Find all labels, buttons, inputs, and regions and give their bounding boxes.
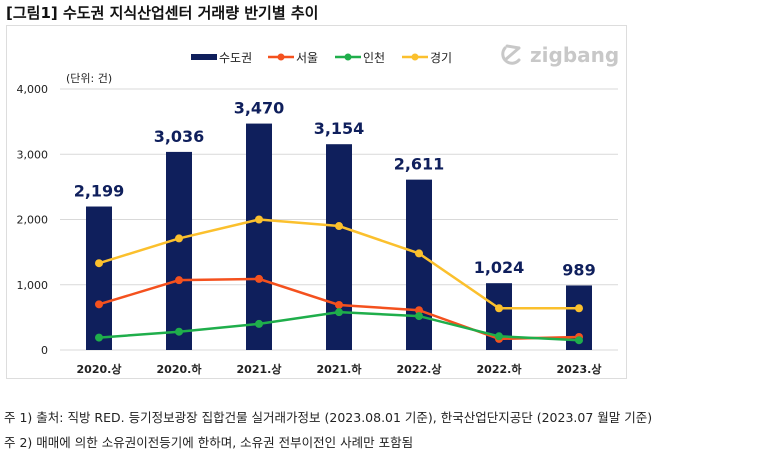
unit-label: (단위: 건)	[66, 72, 112, 85]
chart-frame	[6, 25, 627, 379]
x-tick-label: 2020.상	[77, 362, 122, 376]
legend-swatch-marker	[277, 53, 285, 61]
note-2: 주 2) 매매에 의한 소유권이전등기에 한하며, 소유권 전부이전인 사례만 …	[4, 435, 414, 450]
line-point	[255, 215, 263, 224]
bar	[326, 144, 352, 350]
zigbang-logo-icon	[501, 44, 521, 65]
legend-label: 수도권	[219, 51, 252, 65]
line-point	[575, 304, 583, 313]
y-tick-label: 0	[41, 344, 48, 357]
bar-value-label: 989	[562, 260, 595, 279]
bar-value-label: 2,199	[74, 182, 125, 201]
line-point	[415, 306, 423, 315]
line-point	[255, 319, 263, 328]
line-point	[175, 276, 183, 285]
zigbang-logo: zigbang	[530, 43, 619, 67]
bar-value-label: 3,036	[154, 127, 205, 146]
legend-label: 경기	[430, 51, 452, 65]
bar-value-label: 1,024	[474, 258, 525, 277]
line-point	[495, 304, 503, 313]
y-tick-label: 1,000	[17, 279, 49, 292]
bar	[166, 151, 192, 350]
line-point	[335, 222, 343, 231]
x-tick-label: 2023.상	[557, 362, 602, 376]
x-tick-label: 2022.상	[397, 362, 442, 376]
bar-value-label: 3,470	[234, 99, 285, 118]
legend-label: 서울	[296, 51, 318, 65]
chart: 0 1,000 2,000 3,000 4,000 (단위: 건) 2,199 3,036 3,…	[17, 43, 620, 376]
figure-title: [그림1] 수도권 지식산업센터 거래량 반기별 추이	[6, 4, 319, 22]
line-point	[255, 274, 263, 283]
line-point	[415, 249, 423, 258]
x-tick-label: 2022.하	[477, 362, 523, 376]
y-tick-label: 2,000	[17, 214, 49, 227]
line-point	[95, 300, 103, 309]
x-tick-label: 2020.하	[157, 362, 203, 376]
bar-value-label: 2,611	[394, 155, 445, 174]
x-tick-label: 2021.상	[237, 362, 282, 376]
line-point	[175, 234, 183, 243]
line-point	[495, 332, 503, 341]
legend-swatch-bar	[191, 54, 217, 60]
line-point	[95, 259, 103, 268]
line-point	[335, 308, 343, 317]
y-tick-label: 3,000	[17, 148, 49, 161]
bar	[86, 206, 112, 350]
x-tick-label: 2021.하	[317, 362, 363, 376]
line-point	[95, 333, 103, 342]
line-point	[415, 312, 423, 321]
legend-label: 인천	[363, 50, 385, 65]
legend-swatch-marker	[344, 53, 352, 61]
bar-value-label: 3,154	[314, 119, 365, 138]
legend-swatch-marker	[411, 53, 419, 61]
bar	[246, 123, 272, 351]
line-point	[575, 336, 583, 345]
bar	[406, 179, 432, 350]
line-point	[335, 300, 343, 309]
y-tick-label: 4,000	[17, 83, 49, 96]
line-point	[175, 327, 183, 336]
note-1: 주 1) 출처: 직방 RED. 등기정보광장 집합건물 실거래가정보 (202…	[4, 410, 653, 425]
